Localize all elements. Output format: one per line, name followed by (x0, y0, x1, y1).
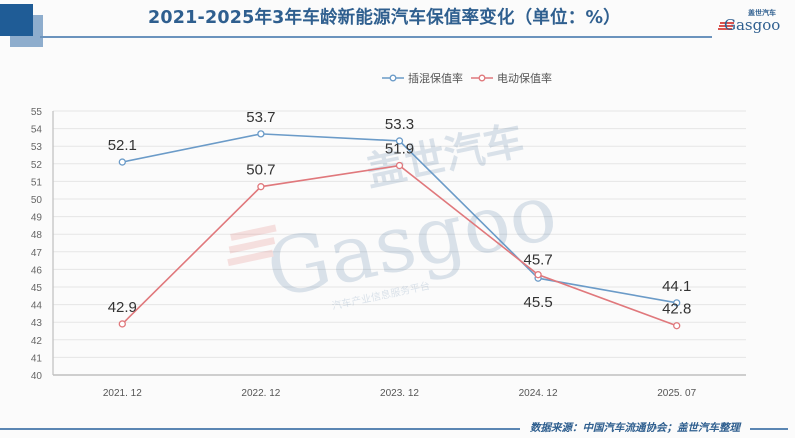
y-tick-label: 53 (31, 142, 43, 153)
y-tick-label: 43 (31, 318, 43, 329)
y-tick-label: 54 (31, 125, 43, 136)
data-label: 52.1 (108, 137, 137, 154)
chart-legend: 插混保值率 电动保值率 (382, 70, 552, 86)
legend-marker-bev-icon (471, 74, 493, 82)
data-point-marker (395, 137, 404, 145)
data-label: 53.7 (246, 109, 275, 126)
x-tick-label: 2024. 12 (519, 388, 558, 399)
title-underline (40, 36, 712, 38)
data-label: 50.7 (246, 162, 275, 179)
y-tick-label: 52 (31, 160, 43, 171)
corner-decoration-front (0, 4, 33, 36)
data-point-marker (395, 161, 404, 170)
data-point-marker (534, 271, 542, 279)
data-label: 45.5 (523, 294, 552, 311)
data-point-marker (257, 183, 265, 191)
x-tick-label: 2021. 12 (103, 388, 142, 399)
data-label: 51.9 (385, 141, 414, 158)
data-point-marker (673, 299, 681, 307)
legend-marker-phev-icon (382, 74, 404, 82)
y-tick-label: 46 (31, 265, 43, 276)
legend-label-phev: 插混保值率 (408, 72, 463, 85)
y-tick-label: 50 (31, 195, 43, 206)
axes: 40 41 42 43 44 45 46 47 48 49 50 51 52 53 54 55 2021. 12… (31, 107, 746, 399)
legend-item-bev: 电动保值率 (471, 70, 552, 86)
gridlines (53, 110, 746, 358)
y-tick-label: 55 (31, 107, 43, 118)
data-point-marker (673, 322, 681, 330)
series-lines (118, 130, 681, 330)
data-label: 45.7 (523, 252, 552, 269)
legend-item-phev: 插混保值率 (382, 70, 463, 86)
data-label: 44.1 (662, 278, 691, 295)
x-tick-label: 2023. 12 (380, 388, 419, 399)
data-point-marker (118, 320, 126, 328)
data-label: 42.9 (108, 299, 137, 316)
y-tick-label: 49 (31, 213, 43, 224)
data-labels: 52.1 53.7 53.3 45.5 44.1 42.9 50.7 51.9 45.7 42.8 (108, 109, 692, 318)
y-tick-label: 45 (31, 283, 43, 294)
data-label: 53.3 (385, 116, 414, 133)
data-label: 42.8 (662, 301, 691, 318)
x-tick-label: 2025. 07 (657, 388, 696, 399)
legend-label-bev: 电动保值率 (497, 72, 552, 85)
footer-rule-left (0, 428, 520, 430)
y-tick-label: 51 (31, 177, 43, 188)
logo-cn-text: 盖世汽车 (748, 8, 776, 17)
y-tick-label: 48 (31, 230, 43, 241)
data-point-marker (118, 158, 126, 166)
y-tick-label: 42 (31, 336, 43, 347)
gasgoo-logo: 盖世汽车 Gasgoo (718, 8, 780, 34)
x-tick-label: 2022. 12 (241, 388, 280, 399)
y-tick-label: 41 (31, 353, 43, 364)
data-source-note: 数据来源：中国汽车流通协会；盖世汽车整理 (530, 422, 740, 434)
logo-en-text: Gasgoo (724, 16, 780, 34)
y-tick-label: 40 (31, 371, 43, 382)
chart-title: 2021-2025年3年车龄新能源汽车保值率变化（单位：%） (148, 8, 621, 28)
footer-rule-right (750, 428, 788, 430)
y-tick-label: 47 (31, 248, 43, 259)
y-tick-label: 44 (31, 301, 43, 312)
data-point-marker (257, 130, 265, 138)
